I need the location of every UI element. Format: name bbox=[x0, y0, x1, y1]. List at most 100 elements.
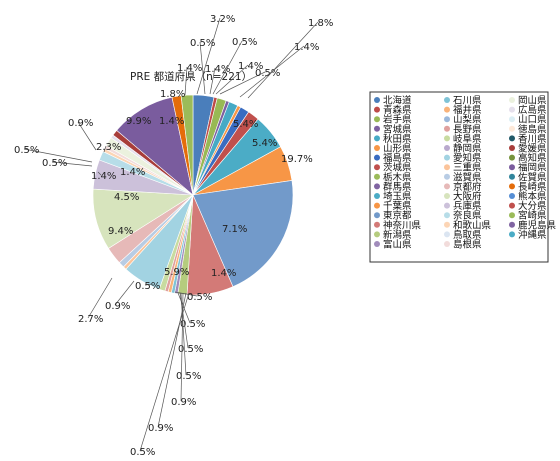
leader-line-2 bbox=[209, 67, 216, 95]
data-label-25: 4.5% bbox=[114, 192, 139, 203]
leader-line-5 bbox=[219, 71, 266, 95]
data-label-8: 5.4% bbox=[233, 119, 258, 130]
legend-label-18: 山梨県 bbox=[453, 114, 482, 126]
legend-marker-12 bbox=[374, 212, 380, 219]
legend-marker-34 bbox=[509, 116, 515, 123]
legend-label-37: 愛媛県 bbox=[518, 143, 547, 155]
legend-label-11: 千葉県 bbox=[383, 200, 412, 212]
leader-line-23 bbox=[87, 277, 113, 319]
leader-line-19 bbox=[139, 292, 190, 452]
data-label-33: 1.4% bbox=[159, 116, 184, 127]
leader-line-1 bbox=[199, 41, 206, 95]
legend-label-8: 栃木県 bbox=[383, 171, 412, 183]
legend-label-15: 富山県 bbox=[383, 239, 412, 251]
legend-label-17: 福井県 bbox=[453, 104, 482, 116]
data-label-31: 2.3% bbox=[96, 142, 121, 153]
legend-marker-14 bbox=[374, 231, 380, 238]
legend-label-39: 福岡県 bbox=[518, 162, 547, 174]
legend-label-26: 大阪府 bbox=[453, 191, 482, 203]
data-label-17: 0.9% bbox=[171, 397, 196, 408]
leader-line-21 bbox=[144, 283, 153, 286]
data-label-23: 2.7% bbox=[78, 314, 103, 325]
legend-marker-18 bbox=[444, 116, 450, 123]
legend-label-12: 東京都 bbox=[383, 210, 412, 222]
legend-marker-31 bbox=[444, 241, 450, 247]
legend-label-19: 長野県 bbox=[453, 124, 482, 135]
data-label-35: 1.4% bbox=[177, 63, 202, 74]
legend-label-25: 京都府 bbox=[453, 181, 482, 193]
legend-label-13: 神奈川県 bbox=[383, 219, 422, 231]
legend-label-35: 徳島県 bbox=[518, 123, 547, 135]
legend-marker-0 bbox=[374, 97, 380, 103]
legend-label-7: 茨城県 bbox=[383, 162, 412, 174]
data-label-18: 0.9% bbox=[148, 423, 173, 434]
legend-marker-19 bbox=[444, 125, 450, 132]
data-label-26: 1.4% bbox=[120, 167, 145, 178]
legend-label-16: 石川県 bbox=[453, 96, 482, 107]
leader-line-31 bbox=[103, 145, 107, 153]
leader-line-27 bbox=[97, 171, 102, 176]
data-label-1: 0.5% bbox=[190, 38, 215, 49]
legend-label-41: 長崎県 bbox=[518, 181, 547, 193]
legend-marker-25 bbox=[444, 183, 450, 190]
data-label-28: 0.5% bbox=[42, 158, 67, 169]
legend-label-4: 秋田県 bbox=[383, 133, 412, 145]
legend-label-42: 熊本県 bbox=[518, 191, 547, 203]
legend-marker-43 bbox=[509, 202, 515, 209]
legend-marker-24 bbox=[444, 173, 450, 180]
legend-label-22: 愛知県 bbox=[453, 152, 482, 164]
legend-marker-36 bbox=[509, 135, 515, 142]
data-label-13: 0.5% bbox=[187, 292, 212, 303]
legend-label-21: 静岡県 bbox=[453, 143, 482, 155]
legend-label-34: 山口県 bbox=[518, 115, 547, 126]
legend-label-23: 三重県 bbox=[453, 162, 482, 174]
leader-line-30 bbox=[77, 121, 97, 151]
legend-label-29: 和歌山県 bbox=[453, 219, 492, 231]
data-label-0: 3.2% bbox=[210, 14, 235, 25]
legend-marker-33 bbox=[509, 106, 515, 113]
data-label-20: 5.9% bbox=[164, 267, 189, 278]
legend-label-3: 宮城県 bbox=[383, 123, 412, 135]
data-label-12: 1.4% bbox=[211, 268, 236, 279]
data-label-22: 0.9% bbox=[105, 301, 130, 312]
leader-line-29 bbox=[23, 148, 93, 163]
legend-marker-22 bbox=[444, 154, 450, 161]
legend-label-32: 岡山県 bbox=[518, 96, 547, 107]
legend-marker-8 bbox=[374, 173, 380, 180]
legend-marker-27 bbox=[444, 202, 450, 209]
legend-marker-39 bbox=[509, 164, 515, 171]
legend-marker-42 bbox=[509, 193, 515, 199]
legend-label-44: 宮崎県 bbox=[518, 210, 547, 222]
legend-label-20: 岐阜県 bbox=[453, 133, 482, 145]
legend-marker-10 bbox=[374, 193, 380, 199]
legend-label-40: 佐賀県 bbox=[518, 171, 547, 183]
leader-line-0 bbox=[196, 17, 221, 95]
legend-marker-20 bbox=[444, 135, 450, 142]
legend-marker-21 bbox=[444, 145, 450, 151]
legend-marker-11 bbox=[374, 202, 380, 209]
legend-marker-17 bbox=[444, 106, 450, 113]
legend-marker-40 bbox=[509, 173, 515, 180]
pie-slices bbox=[92, 94, 294, 296]
data-label-4: 1.4% bbox=[238, 61, 263, 72]
legend-label-31: 島根県 bbox=[453, 239, 482, 251]
legend-label-2: 岩手県 bbox=[383, 114, 412, 126]
legend-marker-30 bbox=[444, 231, 450, 238]
legend-marker-41 bbox=[509, 183, 515, 190]
legend-marker-32 bbox=[509, 97, 515, 103]
legend-box bbox=[369, 91, 549, 263]
leader-line-3 bbox=[212, 40, 243, 95]
legend-marker-5 bbox=[374, 145, 380, 151]
data-label-2: 1.4% bbox=[205, 64, 230, 75]
legend-marker-15 bbox=[374, 241, 380, 247]
pie-slice-44 bbox=[180, 94, 194, 196]
legend-marker-46 bbox=[509, 231, 515, 238]
leader-line-7 bbox=[247, 21, 319, 99]
legend-label-0: 北海道 bbox=[383, 95, 412, 107]
legend-marker-23 bbox=[444, 164, 450, 171]
leader-line-28 bbox=[51, 161, 93, 167]
legend-marker-29 bbox=[444, 221, 450, 228]
leader-line-4 bbox=[215, 64, 249, 95]
data-label-11: 7.1% bbox=[222, 224, 247, 235]
